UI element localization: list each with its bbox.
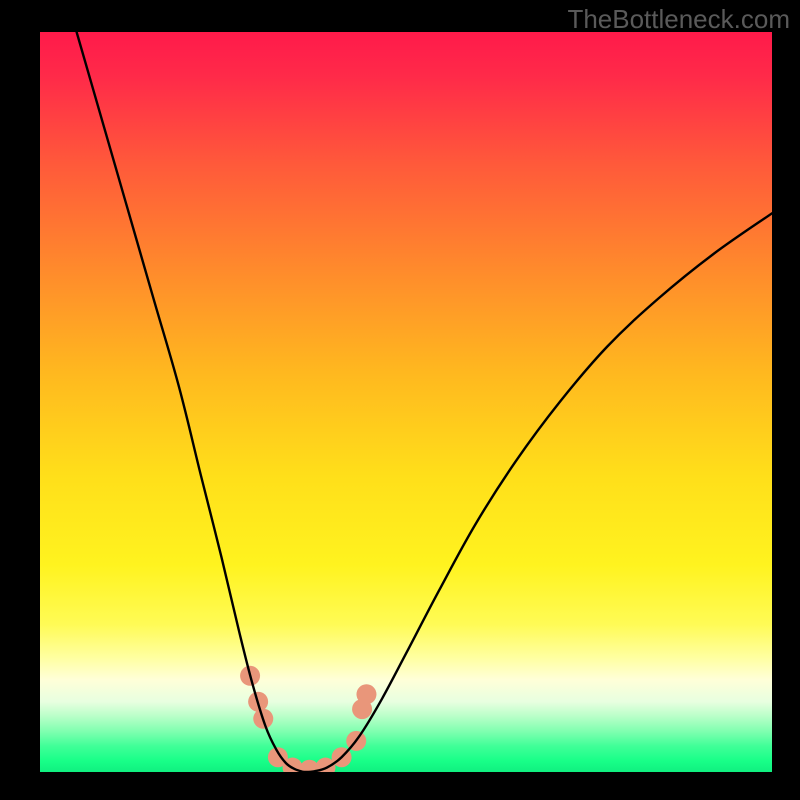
chart-svg — [40, 32, 772, 772]
curve-left — [77, 32, 304, 772]
watermark-text: TheBottleneck.com — [567, 4, 790, 35]
plot-area — [40, 32, 772, 772]
chart-frame: TheBottleneck.com — [0, 0, 800, 800]
marker-group — [240, 666, 376, 772]
data-marker — [356, 684, 376, 704]
